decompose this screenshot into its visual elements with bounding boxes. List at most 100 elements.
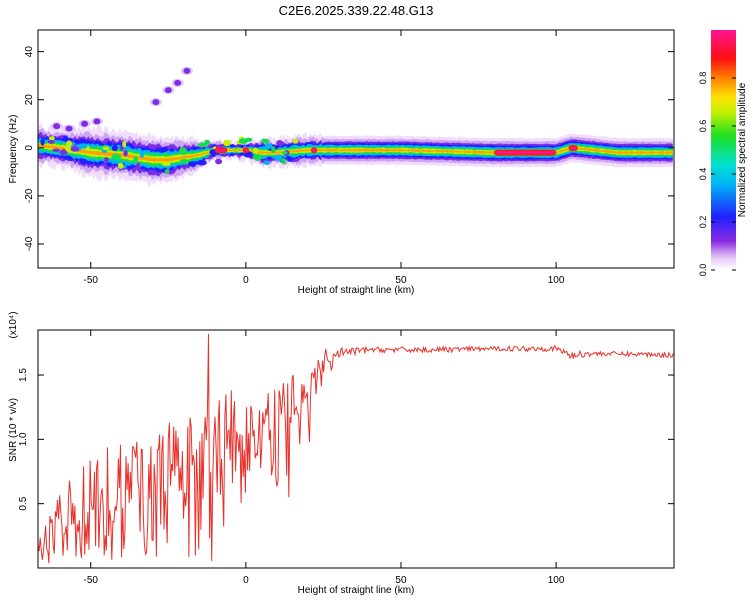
colorbar-tick-label: 0.4: [698, 168, 708, 181]
heatmap-speckle: [204, 139, 211, 145]
heatmap-speckle: [38, 155, 44, 159]
snr-panel: -50 0 50 100 0.5 1.0 1.5 Height of straight l…: [8, 311, 675, 596]
heatmap-layer: [38, 66, 673, 187]
heatmap-speckle: [117, 162, 124, 169]
heatmap-speckle: [133, 156, 139, 163]
snr-y-tick-label: 0.5: [18, 496, 29, 510]
heatmap-speckle: [281, 151, 288, 155]
heatmap-peak-core: [243, 149, 248, 152]
heatmap-speckle: [215, 158, 223, 165]
heatmap-speckle: [66, 140, 73, 147]
snr-x-axis-label: Height of straight line (km): [298, 585, 415, 596]
heatmap-peak-core: [495, 151, 556, 154]
snr-x-tick-label: 0: [243, 575, 249, 586]
heatmap-speckle: [260, 138, 270, 144]
heatmap-speckle: [281, 158, 287, 165]
spectrogram-y-ticks: -40 -20 0 20 40: [24, 46, 674, 251]
heatmap-speckle: [162, 162, 171, 167]
heatmap-speckle: [276, 139, 283, 146]
heatmap-side-blob: [152, 99, 160, 106]
spectrogram-y-tick-label: -40: [24, 236, 35, 251]
heatmap-peak-core: [312, 149, 317, 152]
heatmap-speckle: [179, 147, 187, 154]
snr-frame: [37, 329, 675, 569]
spectrogram-y-tick-label: -20: [24, 188, 35, 203]
heatmap-side-blob: [81, 120, 89, 127]
heatmap-side-blob: [164, 87, 172, 94]
snr-x-ticks: -50 0 50 100: [84, 330, 565, 586]
heatmap-speckle: [47, 139, 55, 144]
colorbar-tick-label: 0.2: [698, 216, 708, 229]
spectrogram-panel: -50 0 50 100 -40 -20 0 20 40 Height of straight…: [8, 29, 675, 296]
heatmap-speckle: [102, 146, 110, 151]
heatmap-speckle: [40, 138, 45, 146]
spectrogram-x-tick-label: 0: [243, 275, 249, 286]
colorbar-ticks: 0.0 0.2 0.4 0.6 0.8: [698, 72, 736, 277]
heatmap-speckle: [139, 150, 145, 158]
heatmap-speckle: [59, 149, 68, 156]
figure-title: C2E6.2025.339.22.48.G13: [279, 3, 434, 18]
snr-y-ticks: 0.5 1.0 1.5: [18, 368, 674, 511]
heatmap-speckle: [122, 140, 127, 148]
snr-x-tick-label: 100: [548, 575, 565, 586]
heatmap-speckle: [119, 146, 124, 151]
spectrogram-x-ticks: -50 0 50 100: [84, 30, 565, 286]
heatmap-speckle: [263, 160, 271, 165]
heatmap-speckle: [70, 146, 80, 152]
snr-series-line: [38, 333, 674, 564]
heatmap-speckle: [238, 138, 249, 144]
heatmap-band-5: [38, 140, 673, 167]
heatmap-speckle: [111, 153, 122, 160]
heatmap-side-blob: [174, 79, 182, 86]
heatmap-speckle: [38, 149, 43, 153]
heatmap-speckle: [223, 139, 231, 147]
spectrogram-y-tick-label: 0: [24, 145, 35, 151]
colorbar-label: Normalized spectral amplitude: [737, 82, 748, 217]
heatmap-speckle: [274, 154, 283, 162]
snr-y-tick-label: 1.5: [18, 368, 29, 382]
colorbar-tick-label: 0.6: [698, 120, 708, 133]
spectrogram-y-axis-label: Frequency (Hz): [8, 115, 19, 184]
colorbar-gradient: [711, 30, 736, 270]
spectrogram-x-tick-label: 50: [395, 275, 407, 286]
heatmap-speckle: [271, 146, 276, 154]
heatmap-side-blob: [65, 125, 73, 132]
spectrogram-frame: [37, 29, 675, 269]
heatmap-speckle: [48, 136, 55, 141]
heatmap-speckle: [73, 139, 82, 144]
heatmap-speckle: [252, 147, 259, 153]
heatmap-speckle: [52, 148, 61, 152]
snr-x-tick-label: -50: [84, 575, 99, 586]
heatmap-speckle: [136, 162, 141, 169]
spectrogram-x-tick-label: 100: [548, 275, 565, 286]
colorbar-tick-label: 0.8: [698, 72, 708, 85]
heatmap-speckle: [164, 169, 170, 174]
heatmap-speckle: [158, 149, 165, 153]
snr-y-tick-label: 1.0: [18, 432, 29, 446]
colorbar-tick-label: 0.0: [698, 264, 708, 277]
spectrogram-y-tick-label: 40: [24, 46, 35, 58]
heatmap-speckle: [62, 135, 68, 142]
snr-x-tick-label: 50: [395, 575, 407, 586]
spectrogram-x-axis-label: Height of straight line (km): [298, 285, 415, 296]
snr-y-axis-label: SNR (10 * v/v): [8, 398, 19, 462]
snr-scale-note: (x10⁴): [8, 311, 19, 338]
heatmap-speckle: [123, 149, 128, 157]
heatmap-speckle: [264, 143, 273, 149]
heatmap-speckle: [196, 160, 207, 166]
heatmap-peak-core: [215, 149, 227, 152]
heatmap-speckle: [291, 158, 299, 163]
spectrogram-x-tick-label: -50: [84, 275, 99, 286]
heatmap-speckle: [111, 144, 118, 152]
heatmap-side-blob: [53, 123, 61, 130]
heatmap-side-blob: [93, 118, 101, 125]
heatmap-speckle: [187, 161, 197, 167]
heatmap-speckle: [103, 157, 109, 163]
heatmap-speckle: [110, 158, 117, 165]
heatmap-speckle: [292, 139, 299, 144]
spectrogram-y-tick-label: 20: [24, 94, 35, 106]
heatmap-peak-core: [569, 146, 577, 150]
heatmap-side-blob: [183, 67, 191, 74]
colorbar: 0.0 0.2 0.4 0.6 0.8 Normalized spectral ampl…: [698, 30, 748, 276]
